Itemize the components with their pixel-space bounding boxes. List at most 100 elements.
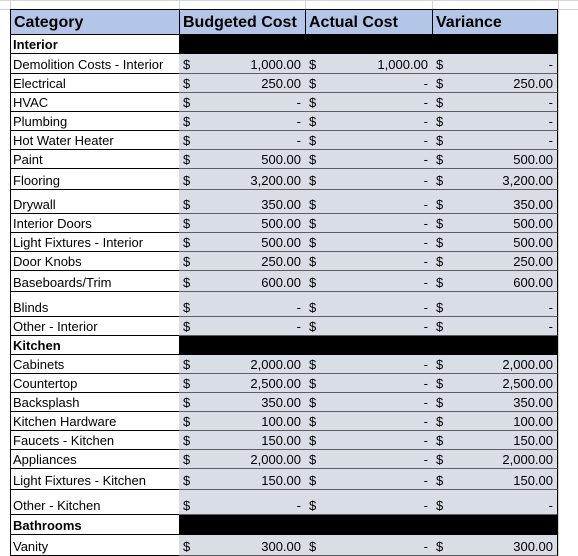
section-label[interactable]: Interior	[10, 35, 180, 54]
budgeted-cell[interactable]: $ -	[179, 112, 306, 131]
budgeted-cell[interactable]: $1,000.00	[179, 54, 306, 74]
actual-cell[interactable]: $ -	[305, 431, 433, 450]
category-cell[interactable]: Vanity	[10, 535, 180, 556]
variance-cell[interactable]: $ -	[432, 54, 558, 74]
header-budgeted-cost[interactable]: Budgeted Cost	[179, 9, 306, 35]
variance-cell[interactable]: $100.00	[432, 412, 558, 431]
category-cell[interactable]: Baseboards/Trim	[10, 271, 180, 292]
budgeted-cell[interactable]: $250.00	[179, 252, 306, 271]
budgeted-cell[interactable]: $ -	[179, 317, 306, 336]
variance-cell[interactable]: $150.00	[432, 431, 558, 450]
actual-cell[interactable]: $ -	[305, 169, 433, 190]
variance-cell[interactable]: $ -	[432, 131, 558, 150]
actual-cell[interactable]: $ -	[305, 490, 433, 515]
category-cell[interactable]: Interior Doors	[10, 214, 180, 233]
budgeted-cell[interactable]: $600.00	[179, 271, 306, 292]
actual-cell[interactable]: $ -	[305, 233, 433, 252]
variance-cell[interactable]: $500.00	[432, 214, 558, 233]
budgeted-cell[interactable]: $100.00	[179, 412, 306, 431]
section-label[interactable]: Bathrooms	[10, 515, 180, 535]
variance-cell[interactable]: $150.00	[432, 469, 558, 490]
header-category[interactable]: Category	[10, 9, 180, 35]
category-cell[interactable]: Countertop	[10, 374, 180, 393]
actual-cell[interactable]: $ -	[305, 535, 433, 556]
category-cell[interactable]: Cabinets	[10, 355, 180, 374]
budgeted-cell[interactable]: $2,000.00	[179, 450, 306, 469]
budgeted-cell[interactable]: $350.00	[179, 393, 306, 412]
variance-cell[interactable]: $2,000.00	[432, 450, 558, 469]
budgeted-cell[interactable]: $2,500.00	[179, 374, 306, 393]
variance-cell[interactable]: $ -	[432, 93, 558, 112]
actual-cell[interactable]: $ -	[305, 74, 433, 93]
variance-cell[interactable]: $600.00	[432, 271, 558, 292]
variance-cell[interactable]: $2,500.00	[432, 374, 558, 393]
category-cell[interactable]: Flooring	[10, 169, 180, 190]
category-cell[interactable]: Blinds	[10, 292, 180, 317]
category-cell[interactable]: Other - Kitchen	[10, 490, 180, 515]
budgeted-cell[interactable]: $500.00	[179, 233, 306, 252]
category-cell[interactable]: Light Fixtures - Kitchen	[10, 469, 180, 490]
variance-cell[interactable]: $350.00	[432, 393, 558, 412]
variance-cell[interactable]: $ -	[432, 490, 558, 515]
actual-cell[interactable]: $1,000.00	[305, 54, 433, 74]
category-cell[interactable]: Faucets - Kitchen	[10, 431, 180, 450]
variance-cell[interactable]: $300.00	[432, 535, 558, 556]
budgeted-cell[interactable]: $ -	[179, 93, 306, 112]
variance-cell[interactable]: $500.00	[432, 233, 558, 252]
category-cell[interactable]: Appliances	[10, 450, 180, 469]
variance-cell[interactable]: $3,200.00	[432, 169, 558, 190]
variance-cell[interactable]: $250.00	[432, 252, 558, 271]
header-variance[interactable]: Variance	[432, 9, 558, 35]
actual-cell[interactable]: $ -	[305, 355, 433, 374]
actual-cell[interactable]: $ -	[305, 412, 433, 431]
category-cell[interactable]: Kitchen Hardware	[10, 412, 180, 431]
actual-cell[interactable]: $ -	[305, 150, 433, 169]
section-label[interactable]: Kitchen	[10, 336, 180, 355]
category-cell[interactable]: Backsplash	[10, 393, 180, 412]
category-cell[interactable]: Electrical	[10, 74, 180, 93]
actual-cell[interactable]: $ -	[305, 393, 433, 412]
actual-cell[interactable]: $ -	[305, 469, 433, 490]
category-cell[interactable]: Other - Interior	[10, 317, 180, 336]
variance-cell[interactable]: $350.00	[432, 190, 558, 214]
actual-cell[interactable]: $ -	[305, 271, 433, 292]
category-cell[interactable]: Light Fixtures - Interior	[10, 233, 180, 252]
category-cell[interactable]: Plumbing	[10, 112, 180, 131]
budgeted-cell[interactable]: $2,000.00	[179, 355, 306, 374]
budgeted-cell[interactable]: $ -	[179, 131, 306, 150]
actual-cell[interactable]: $ -	[305, 450, 433, 469]
budgeted-cell[interactable]: $ -	[179, 292, 306, 317]
variance-cell[interactable]: $ -	[432, 292, 558, 317]
actual-cell[interactable]: $ -	[305, 112, 433, 131]
actual-cell[interactable]: $ -	[305, 292, 433, 317]
variance-cell[interactable]: $ -	[432, 112, 558, 131]
budgeted-cell[interactable]: $300.00	[179, 535, 306, 556]
category-cell[interactable]: HVAC	[10, 93, 180, 112]
variance-cell[interactable]: $500.00	[432, 150, 558, 169]
budgeted-cell[interactable]: $150.00	[179, 469, 306, 490]
variance-cell[interactable]: $2,000.00	[432, 355, 558, 374]
variance-cell[interactable]: $250.00	[432, 74, 558, 93]
actual-cell[interactable]: $ -	[305, 131, 433, 150]
actual-cell[interactable]: $ -	[305, 252, 433, 271]
category-cell[interactable]: Door Knobs	[10, 252, 180, 271]
actual-cell[interactable]: $ -	[305, 214, 433, 233]
header-actual-cost[interactable]: Actual Cost	[305, 9, 433, 35]
category-cell[interactable]: Hot Water Heater	[10, 131, 180, 150]
budgeted-cell[interactable]: $3,200.00	[179, 169, 306, 190]
budgeted-cell[interactable]: $250.00	[179, 74, 306, 93]
budgeted-cell[interactable]: $500.00	[179, 150, 306, 169]
variance-cell[interactable]: $ -	[432, 317, 558, 336]
actual-cell[interactable]: $ -	[305, 190, 433, 214]
category-cell[interactable]: Demolition Costs - Interior	[10, 54, 180, 74]
actual-cell[interactable]: $ -	[305, 317, 433, 336]
budgeted-cell[interactable]: $500.00	[179, 214, 306, 233]
actual-cell[interactable]: $ -	[305, 93, 433, 112]
budgeted-cell[interactable]: $350.00	[179, 190, 306, 214]
budgeted-cell[interactable]: $150.00	[179, 431, 306, 450]
actual-cell[interactable]: $ -	[305, 374, 433, 393]
budgeted-cell[interactable]: $ -	[179, 490, 306, 515]
category-cell[interactable]: Paint	[10, 150, 180, 169]
category-cell[interactable]: Drywall	[10, 190, 180, 214]
